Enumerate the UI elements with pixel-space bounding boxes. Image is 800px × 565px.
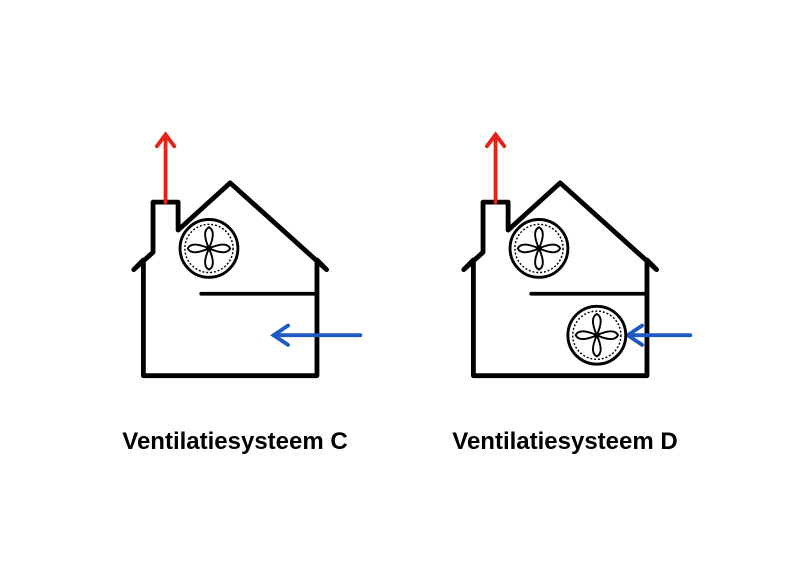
ventilation-system-c: Ventilatiesysteem C bbox=[100, 110, 370, 456]
caption-c: Ventilatiesysteem C bbox=[122, 428, 347, 456]
fan-icon bbox=[510, 219, 568, 277]
fan-icon bbox=[568, 306, 626, 364]
house-shape bbox=[464, 182, 657, 375]
house-diagram-d bbox=[430, 110, 700, 410]
ventilation-system-d: Ventilatiesysteem D bbox=[430, 110, 700, 456]
house-diagram-c bbox=[100, 110, 370, 410]
fan-icon bbox=[180, 219, 238, 277]
caption-d: Ventilatiesysteem D bbox=[452, 428, 677, 456]
house-shape bbox=[134, 182, 327, 375]
intake-arrow-icon bbox=[628, 325, 691, 344]
exhaust-arrow-icon bbox=[157, 134, 174, 202]
exhaust-arrow-icon bbox=[487, 134, 504, 202]
